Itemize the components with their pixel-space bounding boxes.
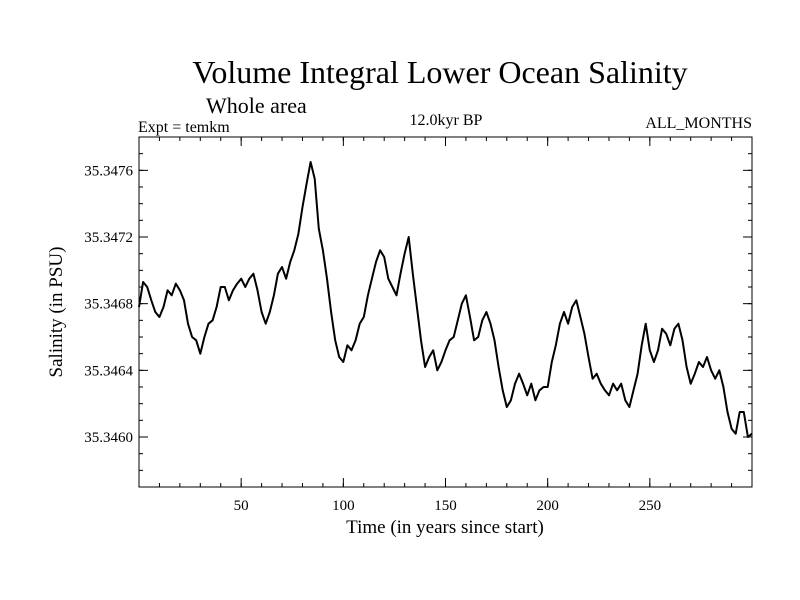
- salinity-series-line: [138, 161, 753, 438]
- y-axis-label: Salinity (in PSU): [46, 247, 67, 378]
- y-tick-label: 35.3464: [84, 363, 133, 379]
- x-tick-label: 150: [434, 498, 457, 514]
- plot-frame: [138, 136, 753, 488]
- x-tick-label: 100: [332, 498, 355, 514]
- y-tick-label: 35.3472: [84, 230, 133, 246]
- chart-subtitle: Whole area: [206, 93, 307, 118]
- header-right-label: ALL_MONTHS: [645, 115, 752, 132]
- chart-title: Volume Integral Lower Ocean Salinity: [192, 54, 687, 90]
- y-tick-label: 35.3460: [84, 430, 133, 446]
- x-tick-label: 250: [639, 498, 662, 514]
- header-center-label: 12.0kyr BP: [410, 112, 483, 129]
- axis-ticks: [139, 137, 752, 487]
- x-tick-labels: 50 100 150 200 250: [234, 498, 661, 514]
- y-tick-label: 35.3476: [84, 163, 133, 179]
- x-axis-label: Time (in years since start): [346, 517, 544, 538]
- x-tick-label: 50: [234, 498, 249, 514]
- x-tick-label: 200: [536, 498, 559, 514]
- y-tick-labels: 35.3460 35.3464 35.3468 35.3472 35.3476: [84, 163, 133, 446]
- y-tick-label: 35.3468: [84, 297, 133, 313]
- header-left-label: Expt = temkm: [138, 119, 230, 136]
